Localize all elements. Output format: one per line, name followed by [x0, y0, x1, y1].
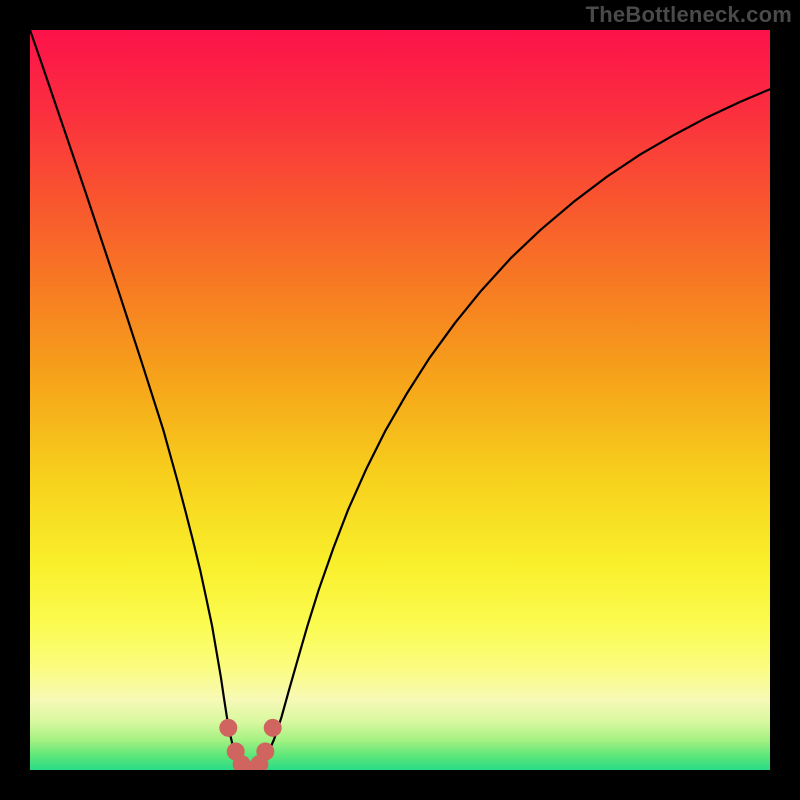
marker-dot: [264, 719, 282, 737]
chart-svg: [30, 30, 770, 770]
plot-area: [30, 30, 770, 770]
watermark-text: TheBottleneck.com: [586, 2, 792, 28]
chart-background: [30, 30, 770, 770]
marker-dot: [219, 719, 237, 737]
marker-dot: [256, 743, 274, 761]
chart-container: TheBottleneck.com: [0, 0, 800, 800]
